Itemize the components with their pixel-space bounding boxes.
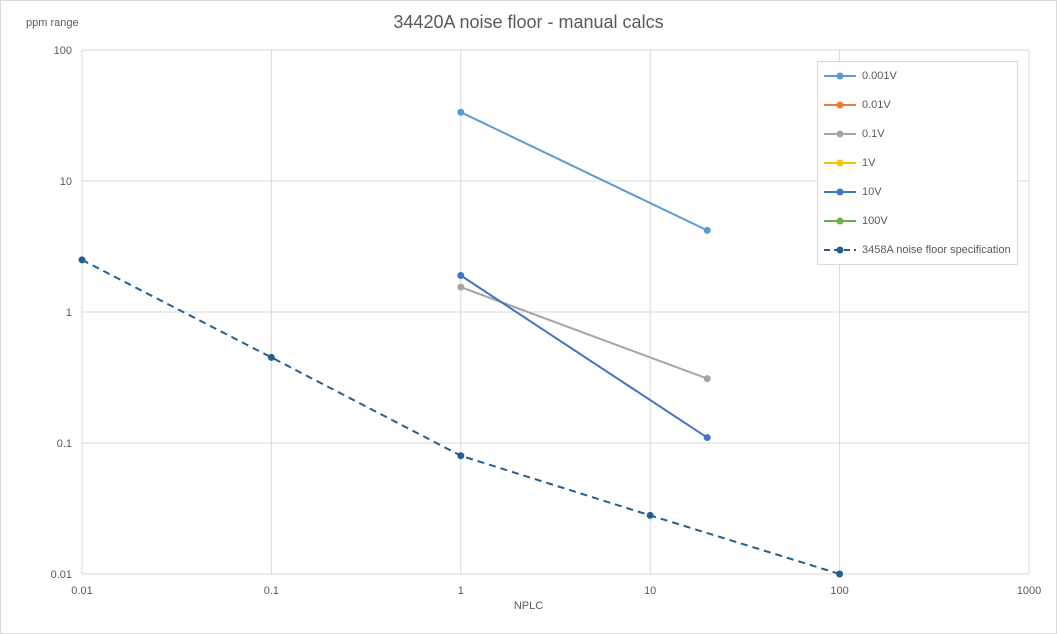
data-point [703,434,711,442]
x-tick-label: 1 [458,585,464,597]
legend-label: 1V [862,157,876,169]
legend: 0.001V 0.01V 0.1V 1V 10V 100V 3458A noise floo… [817,61,1018,265]
series-line [460,274,708,439]
x-tick-label: 0.01 [71,585,92,597]
x-tick-label: 0.1 [264,585,279,597]
data-point [267,353,275,361]
legend-item: 1V [824,155,875,171]
legend-item: 10V [824,184,882,200]
legend-swatch [824,130,856,138]
data-point [836,570,844,578]
legend-label: 10V [862,186,882,198]
chart-title: 34420A noise floor - manual calcs [393,12,664,32]
data-point [457,283,465,291]
data-point [457,271,465,279]
legend-label: 100V [862,215,888,227]
legend-label: 0.001V [862,70,897,82]
x-tick-label: 10 [644,585,656,597]
data-point [457,108,465,116]
data-point [703,375,711,383]
legend-item: 0.01V [824,97,891,113]
data-point [457,452,465,460]
legend-swatch [824,246,856,254]
data-point [703,226,711,234]
data-point [78,256,86,264]
y-tick-label: 1 [66,307,72,319]
series-line [460,111,708,232]
legend-label: 0.01V [862,99,891,111]
y-tick-label: 0.01 [51,569,72,581]
legend-swatch [824,101,856,109]
legend-label: 0.1V [862,128,885,140]
x-tick-label: 100 [830,585,848,597]
legend-item: 3458A noise floor specification [824,242,1011,258]
y-tick-label: 10 [60,176,72,188]
legend-item: 0.001V [824,68,897,84]
legend-swatch [824,159,856,167]
legend-swatch [824,72,856,80]
y-tick-label: 100 [54,45,72,57]
x-axis-label: NPLC [513,600,544,612]
legend-swatch [824,217,856,225]
legend-item: 0.1V [824,126,885,142]
legend-item: 100V [824,213,888,229]
data-point [646,511,654,519]
x-tick-label: 1000 [1017,585,1041,597]
legend-label: 3458A noise floor specification [862,244,1011,256]
y-axis-label: ppm range [26,17,79,29]
y-tick-label: 0.1 [57,438,72,450]
legend-swatch [824,188,856,196]
